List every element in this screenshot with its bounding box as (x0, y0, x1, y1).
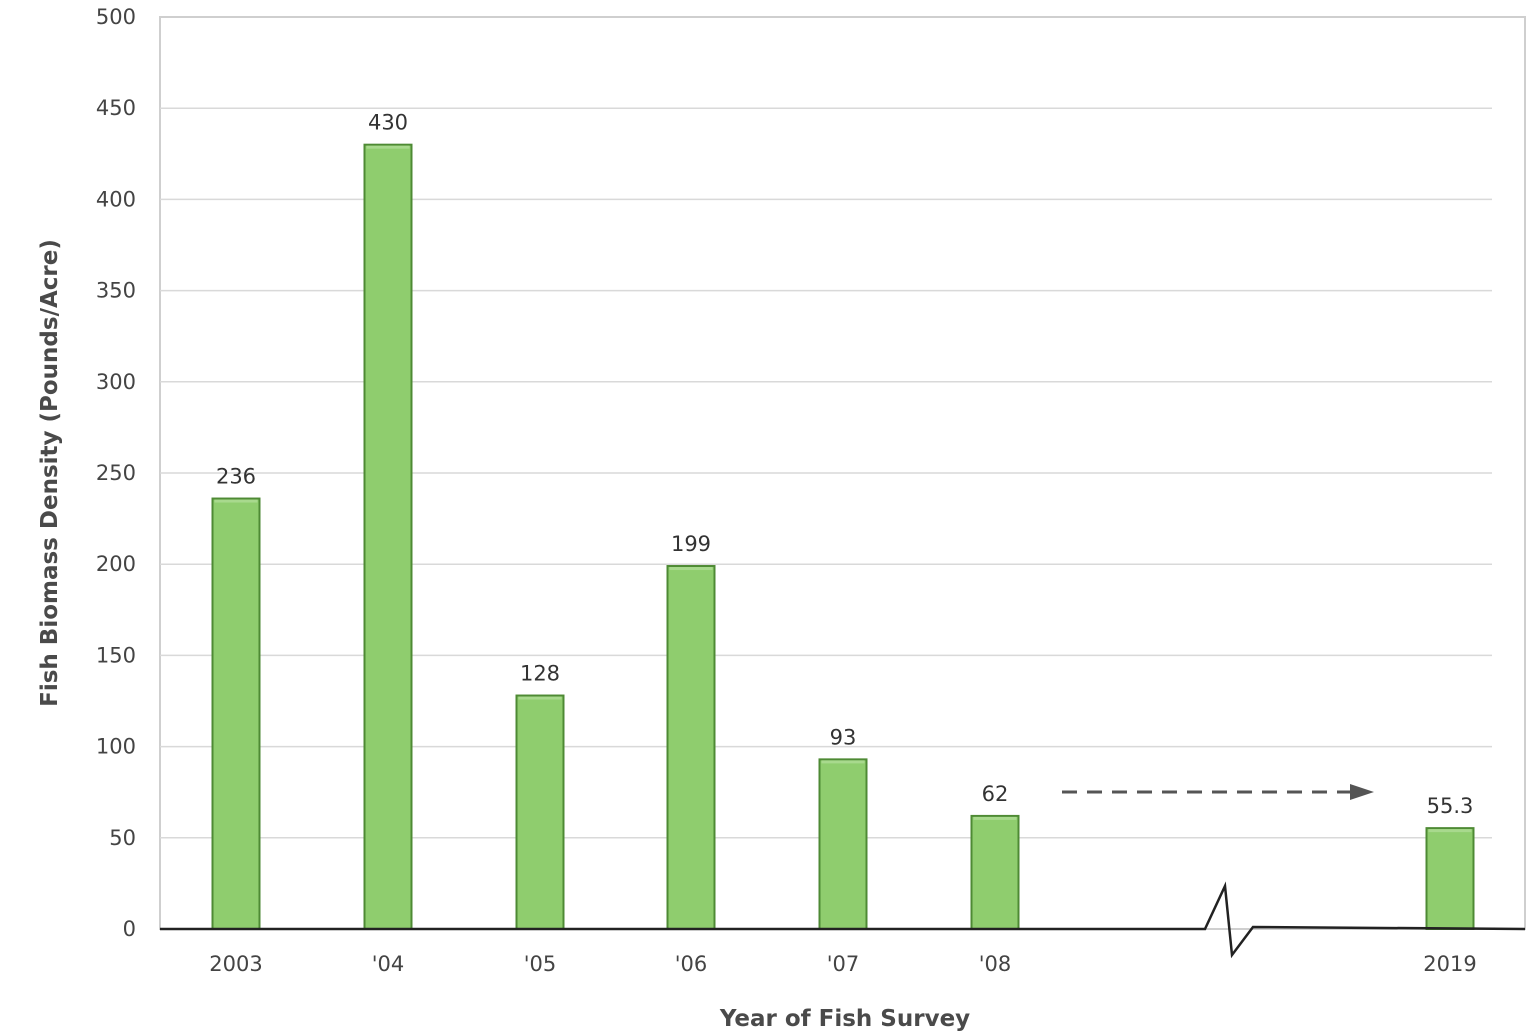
bar-highlight (1428, 829, 1472, 833)
y-tick-label: 50 (109, 826, 136, 850)
bar-highlight (669, 567, 713, 571)
x-tick-label: '04 (372, 952, 405, 976)
y-tick-label: 100 (96, 735, 136, 759)
gridlines (160, 107, 1492, 839)
bar-highlight (518, 696, 562, 700)
y-tick-label: 450 (96, 96, 136, 120)
x-tick-label: 2019 (1423, 952, 1476, 976)
bar (211, 497, 261, 930)
bar-highlight (214, 499, 258, 503)
value-labels: 236 430 128 199 93 62 55.3 (216, 111, 1473, 818)
y-tick-label: 200 (96, 552, 136, 576)
y-tick-label: 500 (96, 5, 136, 29)
bar (363, 143, 413, 930)
x-tick-label: '07 (827, 952, 860, 976)
x-tick-label: '06 (675, 952, 708, 976)
y-tick-label: 350 (96, 279, 136, 303)
dashed-arrow-annotation (1062, 784, 1374, 800)
bar-value-label: 93 (830, 725, 857, 749)
bar-value-label: 199 (671, 532, 711, 556)
bar (1425, 827, 1475, 931)
bar-value-label: 128 (520, 662, 560, 686)
x-tick-label: '08 (979, 952, 1012, 976)
bar-value-label: 236 (216, 465, 256, 489)
bar-value-label: 62 (982, 782, 1009, 806)
bar-highlight (821, 760, 865, 764)
y-tick-label: 0 (123, 917, 136, 941)
y-axis-title: Fish Biomass Density (Pounds/Acre) (37, 239, 63, 707)
arrow-head-icon (1350, 784, 1374, 800)
x-axis-ticks: 2003 '04 '05 '06 '07 '08 2019 (209, 952, 1476, 976)
bar (970, 814, 1020, 930)
bar (515, 694, 565, 931)
y-tick-label: 250 (96, 461, 136, 485)
bar-highlight (366, 145, 410, 149)
y-axis-ticks: 0 50 100 150 200 250 300 350 400 450 500 (96, 5, 136, 941)
x-tick-label: 2003 (209, 952, 262, 976)
bar-value-label: 55.3 (1427, 794, 1474, 818)
bars (211, 143, 1475, 931)
x-axis-title: Year of Fish Survey (719, 1006, 970, 1032)
bar (818, 758, 868, 930)
x-axis-line (160, 881, 1526, 959)
x-tick-label: '05 (524, 952, 557, 976)
bar-value-label: 430 (368, 111, 408, 135)
y-tick-label: 400 (96, 187, 136, 211)
x-axis (160, 881, 1526, 959)
bar-highlight (973, 816, 1017, 820)
y-tick-label: 150 (96, 643, 136, 667)
y-tick-label: 300 (96, 370, 136, 394)
bar (666, 565, 716, 930)
